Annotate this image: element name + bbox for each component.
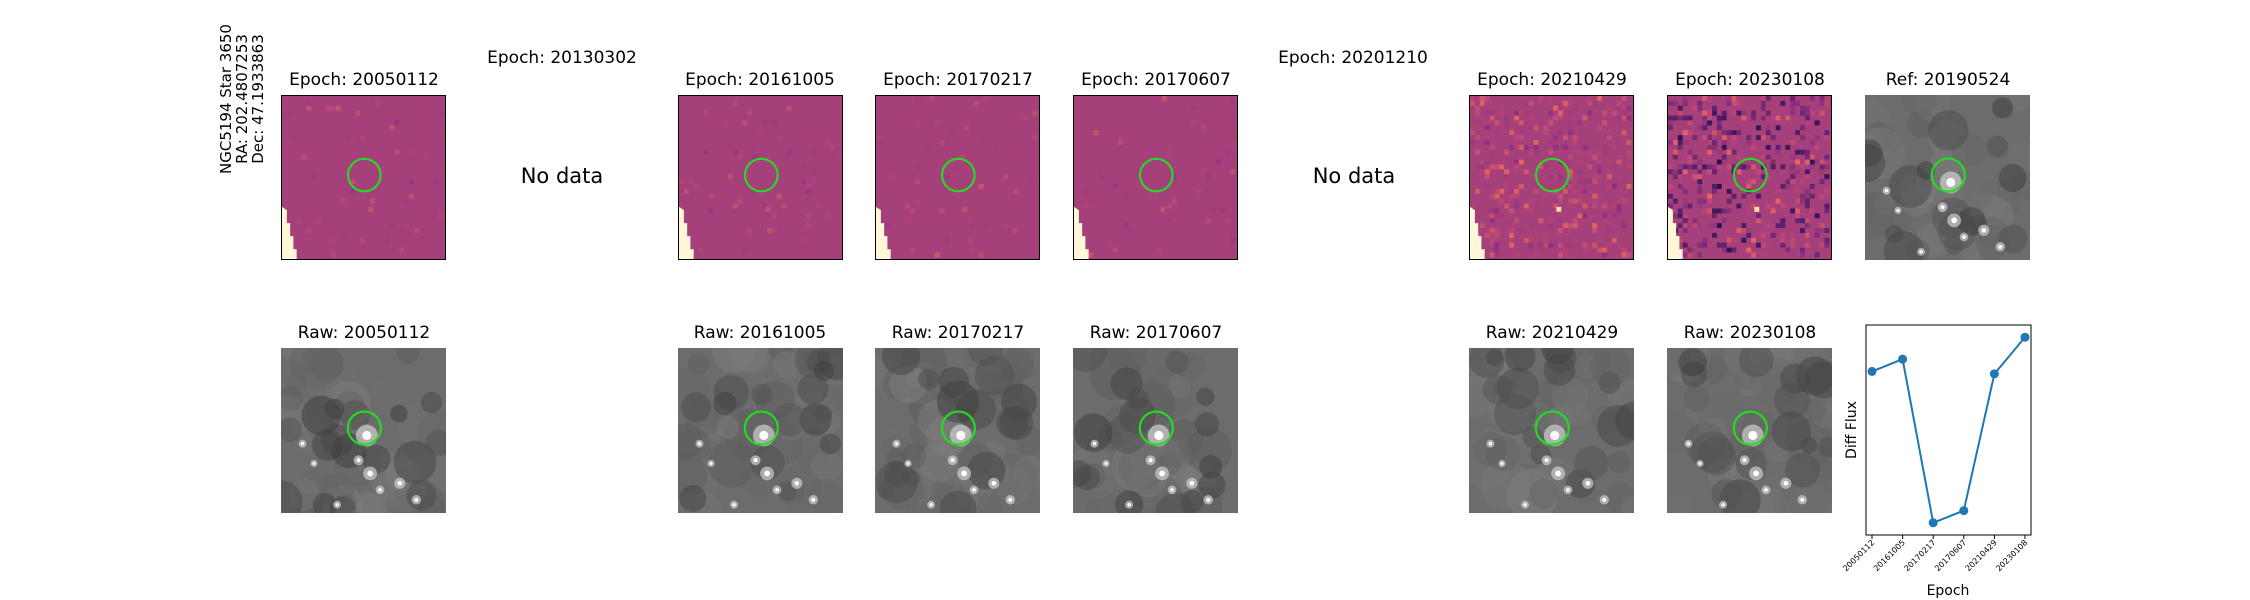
y-axis-label: Diff Flux <box>1844 401 1860 459</box>
diff-title-6: Epoch: 20210429 <box>1477 70 1627 90</box>
diff-title-4: Epoch: 20170607 <box>1081 70 1231 90</box>
raw-title-0: Raw: 20050112 <box>297 323 431 343</box>
x-tick-label: 20161005 <box>1872 538 1907 573</box>
data-point <box>1959 506 1969 516</box>
x-tick-label: 20050112 <box>1841 538 1876 573</box>
series-line <box>1871 336 2026 525</box>
star-dec: Dec: 47.1933863 <box>249 34 267 164</box>
x-tick-label: 20170217 <box>1902 538 1937 573</box>
diff-image-2 <box>678 95 843 260</box>
data-point <box>1989 369 1999 379</box>
light-curve-chart: 20050112 20161005 20170217 20170607 20210429… <box>1841 324 2032 599</box>
x-axis-label: Epoch <box>1927 583 1970 599</box>
plot-frame <box>1865 324 2032 536</box>
ref-image <box>1865 95 2030 260</box>
raw-title-1: Raw: 20161005 <box>693 323 827 343</box>
diff-title-0: Epoch: 20050112 <box>289 70 439 90</box>
star-name: NGC5194 Star 3650 <box>217 24 235 174</box>
light-curve-svg: 2005011220161005201702172017060720210429… <box>1841 324 2032 599</box>
raw-image-3 <box>1073 348 1238 513</box>
diff-title-1: Epoch: 20130302 <box>487 48 637 68</box>
diff-title-3: Epoch: 20170217 <box>883 70 1033 90</box>
raw-title-2: Raw: 20170217 <box>891 323 1025 343</box>
raw-title-4: Raw: 20210429 <box>1485 323 1619 343</box>
diff-image-3 <box>875 95 1040 260</box>
no-data-label-1: No data <box>520 164 604 188</box>
diff-title-2: Epoch: 20161005 <box>685 70 835 90</box>
diff-image-0 <box>281 95 446 260</box>
diff-image-4 <box>1073 95 1238 260</box>
data-point <box>2020 332 2030 342</box>
raw-title-5: Raw: 20230108 <box>1683 323 1817 343</box>
x-tick-label: 20170607 <box>1933 538 1968 573</box>
diff-image-7 <box>1667 95 1832 260</box>
data-point <box>1898 354 1908 364</box>
raw-image-0 <box>281 348 446 513</box>
no-data-label-5: No data <box>1312 164 1396 188</box>
ref-title: Ref: 20190524 <box>1885 70 2011 90</box>
diff-image-6 <box>1469 95 1634 260</box>
x-tick-label: 20230108 <box>1994 538 2029 573</box>
data-point <box>1867 366 1877 376</box>
diff-title-5: Epoch: 20201210 <box>1278 48 1428 68</box>
data-point <box>1928 518 1938 528</box>
raw-image-5 <box>1667 348 1832 513</box>
raw-image-1 <box>678 348 843 513</box>
x-tick-label: 20210429 <box>1964 538 1999 573</box>
raw-image-2 <box>875 348 1040 513</box>
star-info-label: NGC5194 Star 3650 RA: 202.4807253 Dec: 4… <box>217 24 267 174</box>
raw-image-4 <box>1469 348 1634 513</box>
raw-title-3: Raw: 20170607 <box>1089 323 1223 343</box>
star-ra: RA: 202.4807253 <box>233 34 251 164</box>
diff-title-7: Epoch: 20230108 <box>1675 70 1825 90</box>
